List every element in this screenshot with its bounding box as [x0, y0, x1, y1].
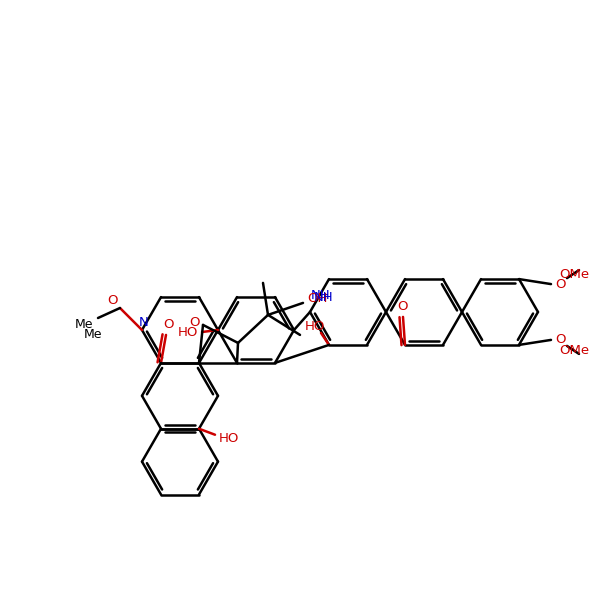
Text: O: O [556, 334, 566, 346]
Text: O: O [398, 301, 408, 313]
Text: N: N [139, 316, 149, 329]
Text: OMe: OMe [559, 268, 589, 280]
Text: O: O [556, 278, 566, 290]
Text: HO: HO [305, 320, 325, 334]
Text: Me: Me [84, 328, 102, 340]
Text: O: O [190, 316, 200, 329]
Text: HO: HO [219, 432, 239, 445]
Text: NH: NH [314, 290, 334, 304]
Text: Me: Me [75, 317, 93, 331]
Text: O: O [163, 319, 173, 331]
Text: NH: NH [311, 289, 331, 302]
Text: OH: OH [307, 292, 327, 305]
Text: HO: HO [178, 325, 198, 338]
Text: O: O [107, 293, 117, 307]
Text: OMe: OMe [559, 343, 589, 356]
